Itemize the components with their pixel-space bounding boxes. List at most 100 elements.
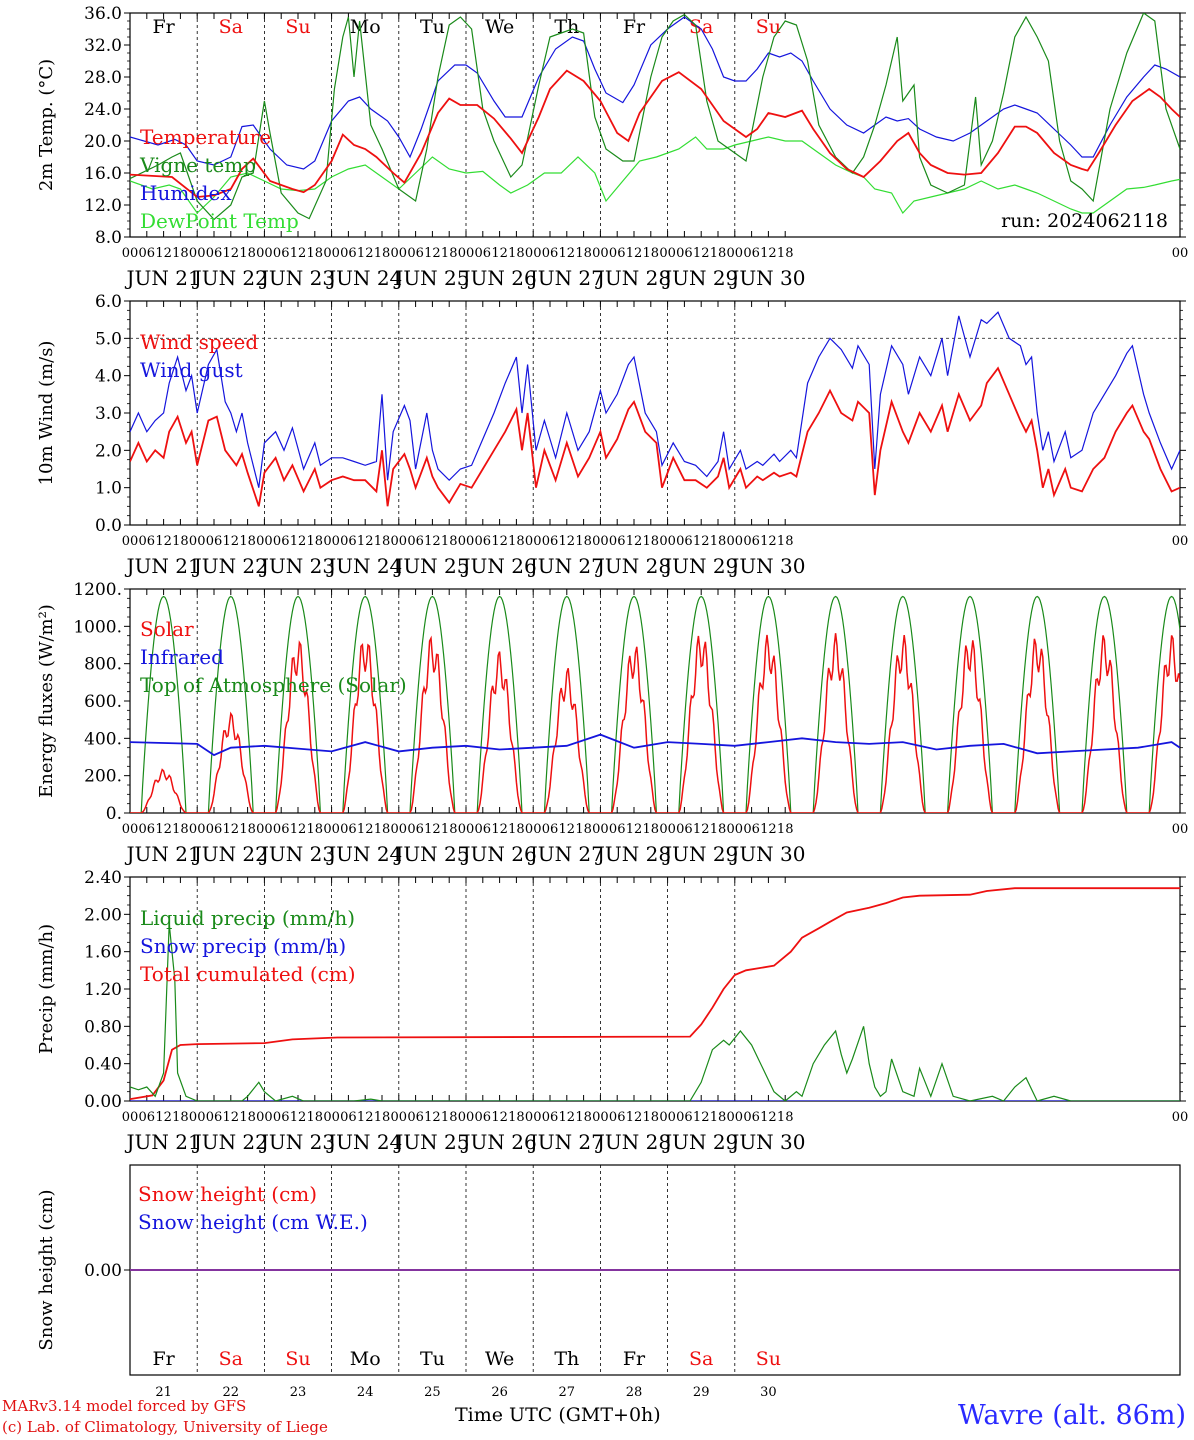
hour-tick-label: 12	[491, 534, 508, 549]
hour-tick-label: 06	[475, 822, 492, 837]
weekday-label: Fr	[623, 1348, 646, 1370]
weekday-label: Mo	[350, 1348, 381, 1370]
hour-tick-label: 06	[676, 534, 693, 549]
hour-tick-label: 00	[122, 822, 139, 837]
day-label: JUN 27	[528, 1130, 604, 1154]
legend-entry: Temperature	[140, 125, 271, 149]
y-tick-label: 2.40	[84, 868, 122, 888]
day-label: JUN 24	[326, 266, 402, 290]
weekday-label: Sa	[689, 16, 713, 38]
hour-tick-label: 06	[206, 822, 223, 837]
hour-tick-label: 00	[525, 822, 542, 837]
hour-tick-label: 00	[525, 246, 542, 261]
station-label: Wavre (alt. 86m)	[958, 1400, 1186, 1431]
hour-tick-label: 12	[424, 246, 441, 261]
weekday-label: Fr	[152, 1348, 175, 1370]
hour-tick-label: 06	[542, 534, 559, 549]
hour-tick-label: 18	[777, 822, 794, 837]
day-label: JUN 22	[192, 554, 268, 578]
hour-tick-label: 18	[307, 246, 324, 261]
hour-tick-label: 06	[609, 1110, 626, 1125]
hour-tick-label: 00	[323, 534, 340, 549]
hour-tick-label: 06	[676, 246, 693, 261]
hour-tick-label: 12	[290, 1110, 307, 1125]
weekday-label: Su	[756, 16, 781, 38]
day-label: JUN 22	[192, 266, 268, 290]
day-number-label: 21	[155, 1385, 172, 1400]
hour-tick-label: 18	[239, 534, 256, 549]
hour-tick-label: 18	[710, 822, 727, 837]
weekday-label: Su	[285, 1348, 310, 1370]
day-label: JUN 25	[393, 1130, 469, 1154]
y-tick-label: 0.	[106, 804, 122, 824]
hour-tick-label: 18	[777, 1110, 794, 1125]
day-number-label: 26	[491, 1385, 508, 1400]
day-label: JUN 22	[192, 1130, 268, 1154]
day-label: JUN 30	[729, 842, 805, 866]
weekday-label: Sa	[219, 16, 243, 38]
day-label: JUN 30	[729, 266, 805, 290]
day-label: JUN 27	[528, 842, 604, 866]
hour-tick-label: 00	[122, 1110, 139, 1125]
hour-tick-label: 18	[172, 534, 189, 549]
hour-tick-label: 00	[659, 1110, 676, 1125]
hour-tick-label: 00	[1172, 246, 1189, 261]
day-label: JUN 27	[528, 266, 604, 290]
hour-tick-label: 18	[239, 246, 256, 261]
hour-tick-label: 18	[374, 534, 391, 549]
hour-tick-label: 00	[727, 246, 744, 261]
hour-tick-label: 12	[559, 246, 576, 261]
hour-tick-label: 00	[458, 534, 475, 549]
hour-tick-label: 06	[139, 822, 156, 837]
hour-tick-label: 00	[391, 1110, 408, 1125]
day-label: JUN 21	[125, 842, 201, 866]
y-axis-label: Energy fluxes (W/m²)	[36, 604, 57, 798]
hour-tick-label: 12	[290, 534, 307, 549]
hour-tick-label: 00	[525, 1110, 542, 1125]
legend-entry: Solar	[140, 617, 194, 641]
hour-tick-label: 12	[357, 534, 374, 549]
hour-tick-label: 12	[626, 246, 643, 261]
day-label: JUN 25	[393, 842, 469, 866]
legend-entry: DewPoint Temp	[140, 209, 299, 233]
hour-tick-label: 00	[458, 1110, 475, 1125]
hour-tick-label: 18	[777, 534, 794, 549]
day-label: JUN 29	[662, 554, 738, 578]
hour-tick-label: 00	[391, 822, 408, 837]
weekday-label: Sa	[219, 1348, 243, 1370]
hour-tick-label: 12	[760, 534, 777, 549]
hour-tick-label: 00	[122, 246, 139, 261]
day-number-label: 30	[760, 1385, 777, 1400]
y-tick-label: 1.60	[84, 943, 122, 963]
weekday-label: We	[485, 16, 514, 38]
day-label: JUN 29	[662, 1130, 738, 1154]
hour-tick-label: 06	[407, 534, 424, 549]
y-axis-label: 2m Temp. (°C)	[36, 59, 57, 191]
hour-tick-label: 12	[155, 822, 172, 837]
hour-tick-label: 12	[223, 246, 240, 261]
plot-frame	[129, 300, 1181, 526]
hour-tick-label: 06	[273, 534, 290, 549]
y-tick-label: 0.00	[84, 1092, 122, 1112]
hour-tick-label: 18	[508, 1110, 525, 1125]
hour-tick-label: 00	[323, 246, 340, 261]
y-tick-label: 3.0	[95, 404, 122, 424]
y-tick-label: 2.00	[84, 905, 122, 925]
hour-tick-label: 12	[491, 246, 508, 261]
day-label: JUN 29	[662, 842, 738, 866]
legend-entry: Snow precip (mm/h)	[140, 934, 346, 958]
hour-tick-label: 06	[407, 822, 424, 837]
legend-entry: Vigne temp	[139, 153, 256, 177]
credit-line-2: (c) Lab. of Climatology, University of L…	[2, 1418, 328, 1436]
y-tick-label: 20.0	[84, 132, 122, 152]
y-tick-label: 16.0	[84, 164, 122, 184]
hour-tick-label: 18	[710, 1110, 727, 1125]
credit-line-1: MARv3.14 model forced by GFS	[2, 1397, 247, 1415]
weekday-label: Tu	[420, 1348, 445, 1370]
hour-tick-label: 06	[340, 534, 357, 549]
day-label: JUN 26	[461, 266, 537, 290]
hour-tick-label: 12	[693, 246, 710, 261]
hour-tick-label: 18	[441, 822, 458, 837]
y-tick-label: 400.	[84, 729, 122, 749]
panel-temperature: 8.0 12.0 16.0 20.0 24.0 28.0 32.0 36.0 2m Temp. …	[36, 4, 1188, 290]
